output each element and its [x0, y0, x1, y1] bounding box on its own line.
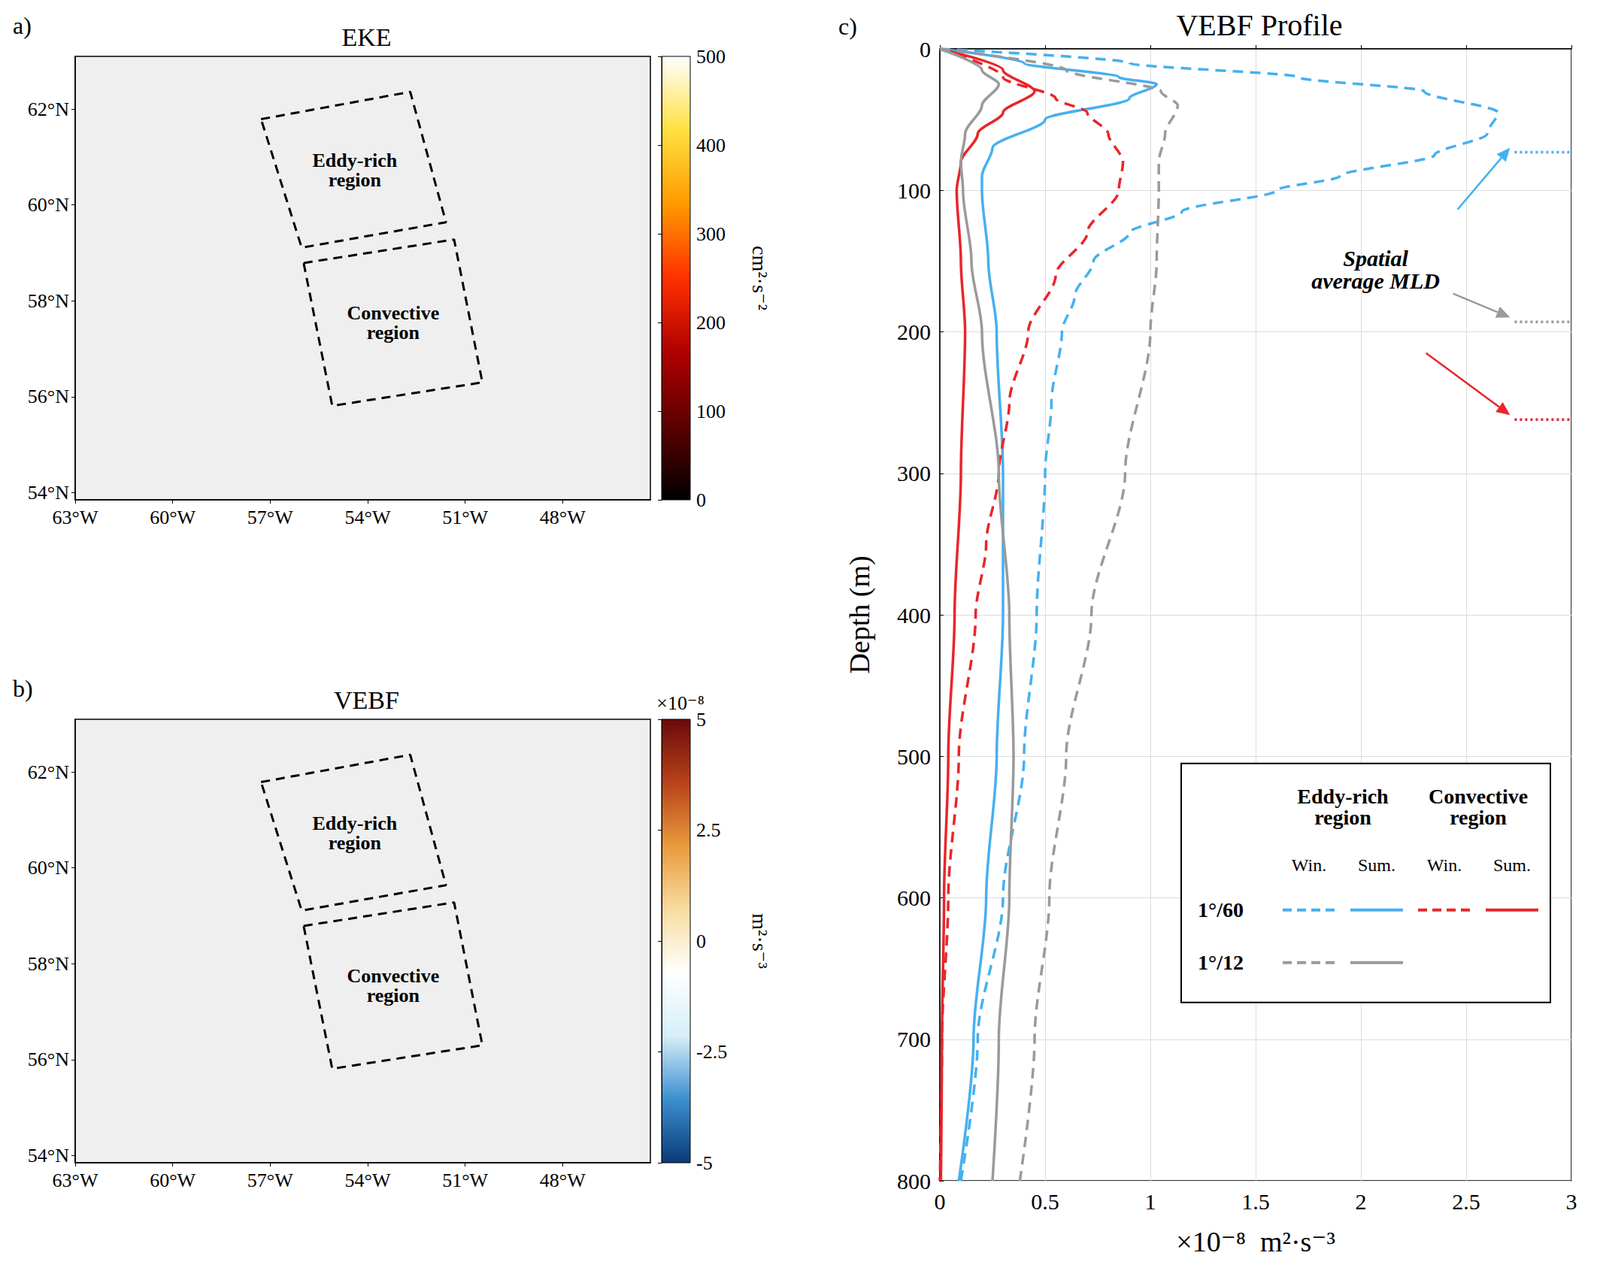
svg-text:region: region — [366, 321, 421, 344]
svg-text:60°N: 60°N — [27, 193, 70, 216]
svg-text:63°W: 63°W — [52, 1169, 99, 1192]
svg-text:54°W: 54°W — [345, 506, 391, 529]
svg-text:Win.: Win. — [1291, 855, 1327, 876]
svg-text:56°N: 56°N — [27, 385, 70, 408]
svg-text:60°W: 60°W — [149, 506, 196, 529]
svg-text:0: 0 — [934, 1189, 946, 1215]
svg-text:region: region — [1449, 806, 1507, 830]
svg-text:region: region — [1314, 806, 1372, 830]
svg-text:region: region — [366, 984, 421, 1007]
svg-text:600: 600 — [896, 885, 931, 911]
svg-text:average MLD: average MLD — [1311, 268, 1440, 294]
svg-text:m²·s⁻³: m²·s⁻³ — [748, 913, 772, 970]
svg-text:1°/60: 1°/60 — [1197, 898, 1244, 922]
svg-text:1.5: 1.5 — [1241, 1189, 1270, 1215]
svg-text:700: 700 — [896, 1027, 931, 1052]
svg-text:400: 400 — [896, 603, 931, 628]
svg-text:1°/12: 1°/12 — [1197, 951, 1244, 975]
svg-text:48°W: 48°W — [539, 1169, 586, 1192]
svg-text:Sum.: Sum. — [1357, 855, 1396, 876]
svg-text:VEBF Profile: VEBF Profile — [1175, 8, 1343, 43]
svg-text:56°N: 56°N — [27, 1048, 70, 1071]
svg-text:48°W: 48°W — [539, 506, 586, 529]
svg-text:57°W: 57°W — [247, 506, 294, 529]
svg-text:Convective: Convective — [346, 302, 440, 325]
svg-text:×10⁻⁸ m²·s⁻³: ×10⁻⁸ m²·s⁻³ — [1175, 1226, 1336, 1258]
svg-text:54°W: 54°W — [345, 1169, 391, 1192]
svg-text:200: 200 — [696, 312, 726, 334]
svg-text:cm²·s⁻²: cm²·s⁻² — [748, 245, 772, 311]
svg-text:b): b) — [12, 675, 34, 703]
svg-text:region: region — [328, 832, 382, 855]
svg-text:Spatial: Spatial — [1342, 245, 1409, 271]
svg-text:a): a) — [12, 12, 32, 40]
svg-text:54°N: 54°N — [27, 481, 70, 504]
svg-text:Win.: Win. — [1427, 855, 1462, 876]
svg-text:51°W: 51°W — [442, 506, 488, 529]
svg-text:c): c) — [838, 12, 858, 40]
svg-text:Eddy-rich: Eddy-rich — [1296, 784, 1389, 809]
svg-text:60°W: 60°W — [149, 1169, 196, 1192]
svg-text:0.5: 0.5 — [1030, 1189, 1060, 1215]
svg-text:-2.5: -2.5 — [696, 1041, 728, 1064]
svg-text:0: 0 — [696, 930, 707, 953]
svg-text:2: 2 — [1355, 1189, 1367, 1215]
svg-text:58°N: 58°N — [27, 290, 70, 313]
svg-text:54°N: 54°N — [27, 1145, 70, 1167]
svg-text:Convective: Convective — [346, 965, 440, 988]
svg-text:200: 200 — [896, 319, 931, 345]
svg-text:3: 3 — [1566, 1189, 1578, 1215]
svg-text:500: 500 — [896, 744, 931, 770]
svg-text:0: 0 — [919, 36, 931, 62]
svg-text:62°N: 62°N — [27, 98, 70, 121]
svg-text:0: 0 — [696, 489, 707, 512]
svg-text:57°W: 57°W — [247, 1169, 294, 1192]
svg-text:800: 800 — [896, 1169, 931, 1194]
svg-text:300: 300 — [696, 223, 726, 246]
svg-text:Depth (m): Depth (m) — [843, 555, 876, 674]
svg-text:2.5: 2.5 — [1451, 1189, 1481, 1215]
svg-text:×10⁻⁸: ×10⁻⁸ — [656, 692, 704, 715]
svg-text:Sum.: Sum. — [1493, 855, 1531, 876]
svg-text:100: 100 — [896, 178, 931, 204]
svg-text:400: 400 — [696, 134, 726, 157]
svg-text:EKE: EKE — [341, 23, 391, 52]
svg-text:62°N: 62°N — [27, 761, 70, 784]
svg-text:5: 5 — [696, 708, 707, 731]
svg-text:63°W: 63°W — [52, 506, 99, 529]
svg-text:58°N: 58°N — [27, 953, 70, 976]
svg-text:60°N: 60°N — [27, 857, 70, 879]
svg-text:Eddy-rich: Eddy-rich — [312, 812, 397, 835]
svg-text:Convective: Convective — [1428, 784, 1528, 809]
svg-text:300: 300 — [896, 460, 931, 486]
svg-text:VEBF: VEBF — [333, 686, 400, 715]
svg-text:500: 500 — [696, 45, 726, 68]
svg-text:51°W: 51°W — [442, 1169, 488, 1192]
svg-text:region: region — [328, 169, 382, 191]
svg-text:-5: -5 — [696, 1152, 713, 1175]
svg-text:2.5: 2.5 — [696, 819, 722, 842]
svg-text:100: 100 — [696, 400, 726, 423]
svg-text:1: 1 — [1145, 1189, 1157, 1215]
svg-text:Eddy-rich: Eddy-rich — [312, 149, 397, 172]
